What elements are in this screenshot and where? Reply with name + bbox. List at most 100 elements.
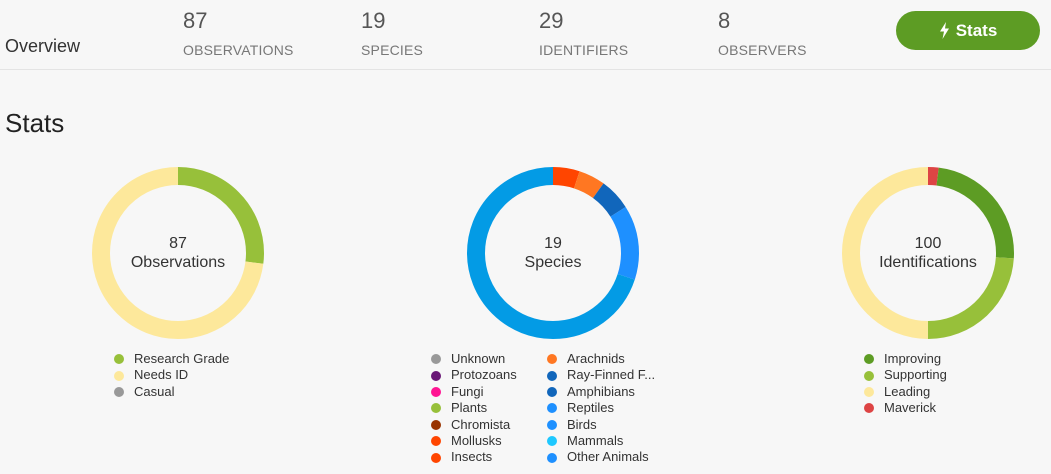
donut-slice-birds[interactable]: [467, 167, 639, 339]
legend-item[interactable]: Improving: [864, 351, 947, 367]
observations-donut-caption: Observations: [130, 254, 226, 271]
legend-label: Unknown: [451, 351, 506, 366]
legend-item[interactable]: Research Grade: [114, 351, 229, 367]
observers-label: OBSERVERS: [718, 42, 807, 58]
legend-dot-icon: [431, 354, 441, 365]
donut-slice-leading[interactable]: [842, 167, 1014, 339]
legend-item[interactable]: Mollusks: [431, 433, 517, 449]
legend-label: Maverick: [884, 400, 937, 416]
observations-legend: Research Grade Needs ID Casual: [114, 351, 229, 400]
stats-button[interactable]: Stats: [896, 11, 1040, 50]
legend-label: Insects: [451, 449, 493, 465]
species-donut: 19 Species: [466, 166, 640, 340]
identifications-donut-center: 100 Identifications: [841, 166, 1015, 340]
legend-dot-icon: [864, 370, 874, 381]
legend-label: Mammals: [567, 432, 624, 448]
observers-count: 8: [718, 8, 731, 33]
legend-label: Mollusks: [451, 432, 502, 448]
observations-donut-center: 87 Observations: [91, 166, 265, 340]
legend-dot-icon: [547, 436, 557, 447]
legend-dot-icon: [864, 386, 874, 397]
observations-count: 87: [183, 8, 208, 33]
legend-label: Other Animals: [567, 449, 649, 465]
species-label: SPECIES: [361, 42, 424, 58]
legend-item[interactable]: Leading: [864, 384, 947, 400]
legend-label: Research Grade: [134, 351, 230, 366]
stats-header-bar: Overview 87 OBSERVATIONS 19 SPECIES 29 I…: [0, 0, 1051, 70]
legend-item[interactable]: Insects: [431, 449, 517, 465]
legend-label: Fungi: [451, 383, 484, 399]
identifications-donut-caption: Identifications: [879, 254, 977, 271]
legend-dot-icon: [547, 419, 557, 430]
species-legend-column-1: Unknown Protozoans Fungi Plants Chromista Mol…: [431, 351, 517, 466]
observations-donut-number: 87: [169, 235, 187, 252]
identifiers-count: 29: [539, 8, 564, 33]
legend-item[interactable]: Unknown: [431, 351, 517, 367]
observations-donut: 87 Observations: [91, 166, 265, 340]
legend-item[interactable]: Fungi: [431, 384, 517, 400]
legend-label: Protozoans: [451, 367, 517, 383]
legend-dot-icon: [114, 354, 124, 365]
legend-item[interactable]: Amphibians: [547, 384, 655, 400]
legend-label: Improving: [884, 351, 942, 366]
legend-dot-icon: [114, 370, 124, 381]
legend-item[interactable]: Arachnids: [547, 351, 655, 367]
legend-dot-icon: [431, 370, 441, 381]
legend-dot-icon: [547, 452, 557, 463]
legend-label: Arachnids: [567, 351, 625, 366]
legend-label: Chromista: [451, 416, 511, 432]
legend-dot-icon: [431, 386, 441, 397]
legend-dot-icon: [547, 354, 557, 365]
legend-item[interactable]: Chromista: [431, 417, 517, 433]
donut-slice-improving[interactable]: [842, 167, 1014, 339]
species-donut-svg: [467, 167, 639, 339]
legend-item[interactable]: Supporting: [864, 367, 947, 383]
identifications-donut-svg: [842, 167, 1014, 339]
legend-dot-icon: [864, 403, 874, 414]
species-donut-center: 19 Species: [466, 166, 640, 340]
species-metric[interactable]: 19 SPECIES: [361, 8, 423, 58]
legend-label: Birds: [567, 416, 597, 432]
donut-slice-needs-id[interactable]: [92, 167, 264, 339]
legend-dot-icon: [547, 370, 557, 381]
legend-dot-icon: [864, 354, 874, 365]
legend-dot-icon: [431, 419, 441, 430]
legend-item[interactable]: Protozoans: [431, 367, 517, 383]
observations-label: OBSERVATIONS: [183, 42, 294, 58]
overview-tab[interactable]: Overview: [5, 36, 81, 56]
observations-metric[interactable]: 87 OBSERVATIONS: [183, 8, 294, 58]
legend-dot-icon: [547, 403, 557, 414]
identifiers-metric[interactable]: 29 IDENTIFIERS: [539, 8, 628, 58]
legend-item[interactable]: Reptiles: [547, 400, 655, 416]
legend-dot-icon: [114, 386, 124, 397]
legend-label: Leading: [884, 383, 931, 399]
identifications-donut-number: 100: [914, 235, 942, 252]
section-title: Stats: [5, 108, 65, 138]
legend-item[interactable]: Needs ID: [114, 367, 229, 383]
donut-slice-reptiles[interactable]: [467, 167, 639, 339]
bolt-icon: [939, 22, 950, 39]
legend-dot-icon: [431, 452, 441, 463]
species-donut-caption: Species: [524, 254, 582, 271]
legend-dot-icon: [547, 386, 557, 397]
legend-item[interactable]: Other Animals: [547, 449, 655, 465]
legend-label: Plants: [451, 400, 488, 416]
legend-item[interactable]: Mammals: [547, 433, 655, 449]
legend-item[interactable]: Birds: [547, 417, 655, 433]
legend-dot-icon: [431, 436, 441, 447]
legend-item[interactable]: Casual: [114, 384, 229, 400]
observations-donut-svg: [92, 167, 264, 339]
legend-item[interactable]: Maverick: [864, 400, 947, 416]
identifications-legend: Improving Supporting Leading Maverick: [864, 351, 947, 417]
legend-label: Supporting: [884, 367, 947, 383]
identifications-donut: 100 Identifications: [841, 166, 1015, 340]
legend-label: Reptiles: [567, 400, 614, 416]
legend-dot-icon: [431, 403, 441, 414]
legend-label: Casual: [134, 383, 175, 399]
species-donut-number: 19: [544, 235, 562, 252]
legend-item[interactable]: Plants: [431, 400, 517, 416]
legend-label: Ray-Finned F...: [567, 367, 656, 383]
donut-slice-supporting[interactable]: [842, 167, 1014, 339]
legend-item[interactable]: Ray-Finned F...: [547, 367, 655, 383]
observers-metric[interactable]: 8 OBSERVERS: [718, 8, 807, 58]
